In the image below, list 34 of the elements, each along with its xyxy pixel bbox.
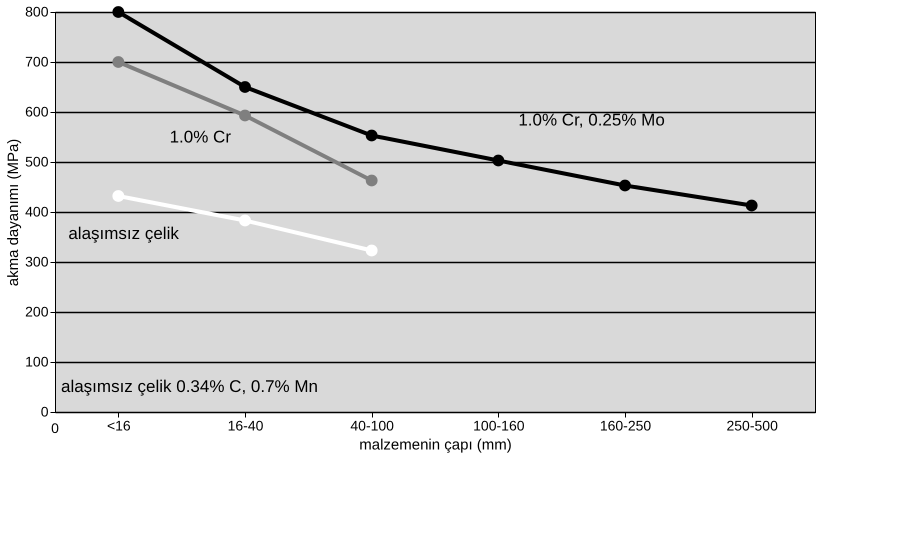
x-tick-label: 250-500	[726, 418, 778, 434]
y-tick-label: 600	[25, 104, 49, 120]
y-tick-label: 800	[25, 4, 49, 20]
series-label: 1.0% Cr	[170, 128, 232, 146]
y-tick-label: 700	[25, 54, 49, 70]
point	[492, 154, 504, 166]
point	[366, 130, 378, 142]
point	[112, 56, 124, 68]
y-tick-label: 400	[25, 204, 49, 220]
x-tick-label: 100-160	[473, 418, 525, 434]
x-tick-label: 16-40	[228, 418, 264, 434]
text: 0	[51, 420, 60, 436]
x-tick-label: 160-250	[600, 418, 652, 434]
series-label: 1.0% Cr, 0.25% Mo	[518, 110, 665, 130]
annotation: alaşımsız çelik 0.34% C, 0.7% Mn	[61, 377, 318, 396]
point	[239, 214, 251, 226]
point	[112, 6, 124, 18]
x-axis-title: malzemenin çapı (mm)	[359, 436, 512, 454]
point	[366, 174, 378, 186]
y-tick-label: 100	[25, 354, 49, 370]
series-label: alaşımsız çelik	[68, 224, 180, 243]
y-tick-label: 500	[25, 154, 49, 170]
x-tick-label: <16	[106, 418, 131, 434]
point	[746, 200, 758, 212]
y-tick-label: 0	[40, 404, 49, 420]
point	[366, 244, 378, 256]
point	[112, 190, 124, 202]
x-tick-label: 40-100	[350, 418, 394, 434]
y-axis-title: akma dayanımı (MPa)	[5, 138, 22, 286]
y-tick-label: 200	[25, 304, 49, 320]
point	[239, 81, 251, 93]
y-tick-label: 300	[25, 254, 49, 270]
point	[239, 110, 251, 122]
point	[619, 180, 631, 192]
